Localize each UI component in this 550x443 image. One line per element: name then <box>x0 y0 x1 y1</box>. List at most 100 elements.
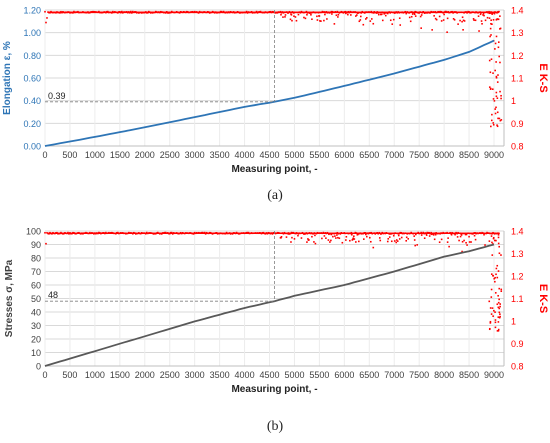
scatter-point <box>470 241 472 243</box>
scatter-point <box>395 241 398 244</box>
y-right-tick-label: 1.1 <box>511 294 524 304</box>
scatter-point <box>384 14 387 17</box>
x-tick-label: 7000 <box>384 150 404 160</box>
scatter-point <box>497 46 500 49</box>
scatter-point <box>465 241 467 244</box>
scatter-point <box>280 236 282 239</box>
scatter-point <box>368 236 371 239</box>
scatter-point <box>500 254 502 256</box>
x-tick-label: 4000 <box>235 150 255 160</box>
scatter-point <box>497 329 500 332</box>
scatter-point <box>492 315 494 317</box>
scatter-point <box>398 17 401 20</box>
scatter-point <box>484 19 487 22</box>
annotation-label: 48 <box>48 290 58 300</box>
scatter-point <box>291 236 293 239</box>
scatter-point <box>387 238 390 240</box>
scatter-point <box>330 233 333 236</box>
y-left-tick-label: 100 <box>26 227 41 237</box>
scatter-point <box>479 13 482 16</box>
scatter-point <box>466 244 468 246</box>
scatter-point <box>498 252 501 255</box>
scatter-point <box>495 267 498 270</box>
scatter-point <box>496 81 499 83</box>
scatter-point <box>408 16 411 19</box>
scatter-point <box>461 16 464 19</box>
x-tick-label: 3000 <box>185 370 205 380</box>
scatter-point <box>337 13 340 16</box>
scatter-point <box>490 22 492 25</box>
scatter-point <box>499 315 501 318</box>
scatter-point <box>433 238 436 241</box>
scatter-point <box>468 241 471 243</box>
scatter-point <box>488 12 491 15</box>
scatter-point <box>330 239 332 242</box>
scatter-point <box>450 233 453 236</box>
x-tick-label: 3500 <box>210 150 230 160</box>
scatter-point <box>452 17 455 20</box>
scatter-point <box>433 15 435 17</box>
y-left-tick-label: 1.20 <box>23 6 41 16</box>
x-tick-label: 500 <box>62 150 77 160</box>
scatter-point <box>500 94 502 97</box>
scatter-point <box>499 90 501 93</box>
scatter-point <box>492 122 495 124</box>
x-tick-label: 8000 <box>434 150 454 160</box>
scatter-point <box>405 239 408 242</box>
scatter-point <box>419 15 422 18</box>
scatter-point <box>409 20 412 23</box>
scatter-point <box>45 242 47 245</box>
scatter-point <box>497 306 500 309</box>
scatter-point <box>497 301 500 304</box>
y-right-tick-label: 0.9 <box>511 339 524 349</box>
scatter-point <box>318 15 321 17</box>
scatter-point <box>498 307 501 310</box>
scatter-point <box>495 75 498 78</box>
scatter-point <box>496 111 499 114</box>
scatter-point <box>489 320 492 323</box>
scatter-point <box>490 273 493 275</box>
scatter-point <box>393 240 396 242</box>
scatter-point <box>323 235 326 237</box>
scatter-point <box>392 234 395 237</box>
scatter-point <box>498 287 501 290</box>
scatter-point <box>326 18 328 20</box>
annotation-label: 0.39 <box>48 91 66 101</box>
y-right-tick-label: 1.3 <box>511 249 524 259</box>
scatter-point <box>499 28 501 30</box>
series-scatter-eks <box>44 231 503 332</box>
scatter-point <box>378 237 381 239</box>
x-tick-label: 8500 <box>459 150 479 160</box>
y-left-tick-label: 50 <box>31 294 41 304</box>
scatter-point <box>291 19 293 22</box>
scatter-point <box>410 15 413 18</box>
scatter-point <box>386 12 389 15</box>
scatter-point <box>490 313 493 315</box>
scatter-point <box>314 234 316 237</box>
x-tick-label: 7500 <box>409 370 429 380</box>
scatter-point <box>325 237 327 239</box>
scatter-point <box>495 95 498 98</box>
scatter-point <box>497 236 500 239</box>
scatter-point <box>454 233 456 236</box>
scatter-point <box>414 15 417 17</box>
scatter-point <box>383 13 386 15</box>
scatter-point <box>492 275 494 277</box>
scatter-point <box>44 231 46 234</box>
scatter-point <box>498 298 500 301</box>
scatter-point <box>488 59 491 62</box>
scatter-point <box>398 238 401 240</box>
scatter-point <box>460 234 463 236</box>
scatter-point <box>413 239 416 241</box>
scatter-point <box>319 20 321 22</box>
scatter-point <box>353 235 355 238</box>
scatter-point <box>297 234 299 237</box>
scatter-point <box>497 74 499 76</box>
scatter-point <box>498 55 501 58</box>
x-tick-label: 1000 <box>85 150 105 160</box>
scatter-point <box>496 264 499 267</box>
scatter-point <box>313 241 315 243</box>
scatter-point <box>495 61 497 63</box>
scatter-point <box>495 106 497 109</box>
scatter-point <box>459 19 461 22</box>
